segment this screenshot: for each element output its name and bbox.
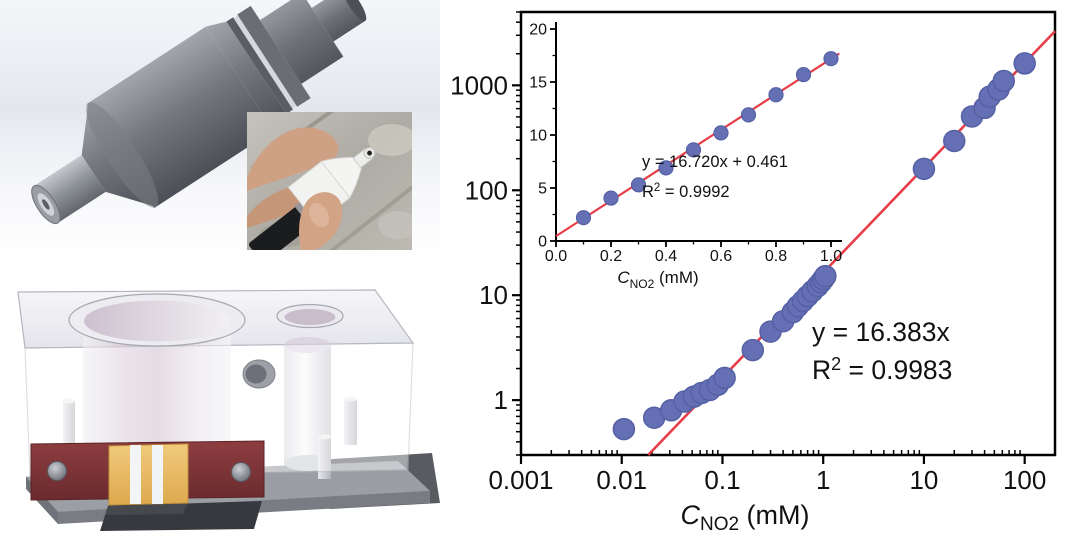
inset-x-tick-label: 0.6 bbox=[710, 248, 732, 265]
support-pin bbox=[344, 399, 357, 445]
x-axis-tick-label: 0.1 bbox=[704, 465, 740, 495]
support-pin-top bbox=[344, 396, 357, 402]
sensor-photo-inset bbox=[247, 112, 412, 250]
inset-data-point bbox=[603, 190, 619, 206]
large-bore-wall bbox=[83, 325, 231, 463]
inner-cylinder-top bbox=[284, 337, 331, 353]
inset-x-tick-label: 0.8 bbox=[765, 248, 787, 265]
data-point bbox=[741, 338, 765, 362]
electrode-shadow bbox=[105, 503, 188, 515]
gold-electrode-block bbox=[108, 443, 189, 506]
x-axis-title: CNO2 (mM) bbox=[680, 500, 809, 535]
sensor-front-face bbox=[86, 102, 159, 208]
inset-data-point bbox=[740, 107, 757, 123]
electrode-gap bbox=[130, 445, 141, 504]
screw-right bbox=[231, 462, 251, 482]
panel-flow-cell-cad bbox=[0, 265, 440, 541]
screw-left bbox=[47, 461, 67, 481]
inset-x-tick-label: 0.2 bbox=[600, 248, 622, 265]
sensor-body bbox=[31, 0, 367, 225]
sensor-step-cylinder bbox=[259, 0, 344, 84]
sensor-seam-dark bbox=[226, 17, 294, 114]
support-pin-top bbox=[318, 434, 331, 440]
sensor-end-cap bbox=[342, 0, 367, 22]
sensor-seam-light bbox=[233, 15, 297, 109]
inset-data-point bbox=[768, 87, 784, 103]
thumb-nail bbox=[308, 202, 330, 228]
inset-data-point bbox=[713, 125, 729, 141]
data-point bbox=[612, 417, 636, 441]
flow-cell-cad-render bbox=[0, 265, 440, 541]
data-point bbox=[713, 366, 736, 390]
inset-r2-label: R2 = 0.9992 bbox=[642, 182, 730, 201]
x-axis-tick-label: 10 bbox=[909, 465, 938, 495]
y-axis-tick-label: 10 bbox=[479, 280, 508, 310]
support-pin bbox=[63, 401, 75, 445]
sensor-taper bbox=[205, 21, 287, 131]
stone-patch bbox=[378, 211, 412, 239]
inset-data-point bbox=[658, 160, 674, 176]
y-axis-tick-label: 1000 bbox=[450, 70, 508, 100]
inset-x-tick-label: 0.0 bbox=[545, 248, 567, 265]
data-point bbox=[1013, 52, 1036, 75]
inset-data-point bbox=[823, 51, 839, 67]
x-axis-tick-label: 0.001 bbox=[488, 465, 553, 495]
electrode-gap bbox=[152, 445, 163, 504]
y-axis-tick-label: 100 bbox=[465, 175, 508, 205]
sensor-cad-render bbox=[0, 0, 440, 260]
inset-y-tick-label: 0 bbox=[538, 234, 547, 251]
main-equation-label: y = 16.383x bbox=[812, 317, 950, 347]
panel-sensor-cad bbox=[0, 0, 440, 265]
stone-joint-line bbox=[329, 185, 412, 250]
support-pin bbox=[318, 437, 331, 479]
inset-data-point bbox=[630, 177, 647, 193]
main-r2-label: R2 = 0.9983 bbox=[812, 354, 952, 385]
index-finger bbox=[247, 127, 339, 191]
inset-x-tick-label: 1.0 bbox=[820, 248, 842, 265]
data-point bbox=[814, 264, 837, 288]
inset-y-tick-label: 10 bbox=[529, 128, 547, 145]
x-axis-tick-label: 0.01 bbox=[596, 465, 647, 495]
small-bore-opening bbox=[284, 309, 336, 325]
x-axis-tick-label: 100 bbox=[1003, 465, 1046, 495]
inset-equation-label: y = 16.720x + 0.461 bbox=[642, 153, 788, 171]
large-bore-opening bbox=[84, 300, 230, 342]
x-axis-tick-label: 1 bbox=[816, 465, 830, 495]
inset-plot: 0.0 0.2 0.4 0.6 0.8 1.0 0 5 10 15 20 y = 16.720x + … bbox=[529, 22, 842, 292]
inset-data-point bbox=[575, 210, 592, 226]
calibration-chart: 0.001 0.01 0.1 1 10 100 1 10 100 1000 y = 16.383x R… bbox=[440, 0, 1065, 541]
inset-data-point bbox=[685, 142, 702, 158]
support-pin-top bbox=[63, 398, 75, 404]
side-port-hole bbox=[245, 364, 267, 384]
inset-y-tick-label: 15 bbox=[529, 75, 547, 92]
inset-data-point bbox=[795, 66, 812, 83]
sensor-collar bbox=[237, 5, 311, 107]
main-plot-frame bbox=[519, 10, 1057, 457]
inset-x-tick-label: 0.4 bbox=[655, 248, 677, 265]
inset-y-tick-label: 5 bbox=[538, 181, 547, 198]
inset-y-tick-label: 20 bbox=[529, 22, 547, 39]
stone-patch bbox=[368, 124, 412, 156]
sensor-tip-hole bbox=[42, 199, 50, 210]
inset-x-axis-title: CNO2 (mM) bbox=[617, 268, 698, 291]
y-axis-tick-label: 1 bbox=[494, 385, 508, 415]
probe-tip-hole bbox=[367, 150, 372, 156]
data-point bbox=[912, 157, 936, 181]
data-point bbox=[992, 69, 1016, 93]
data-point bbox=[943, 129, 966, 153]
